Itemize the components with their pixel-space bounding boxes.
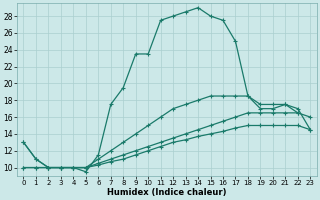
X-axis label: Humidex (Indice chaleur): Humidex (Indice chaleur)	[107, 188, 227, 197]
